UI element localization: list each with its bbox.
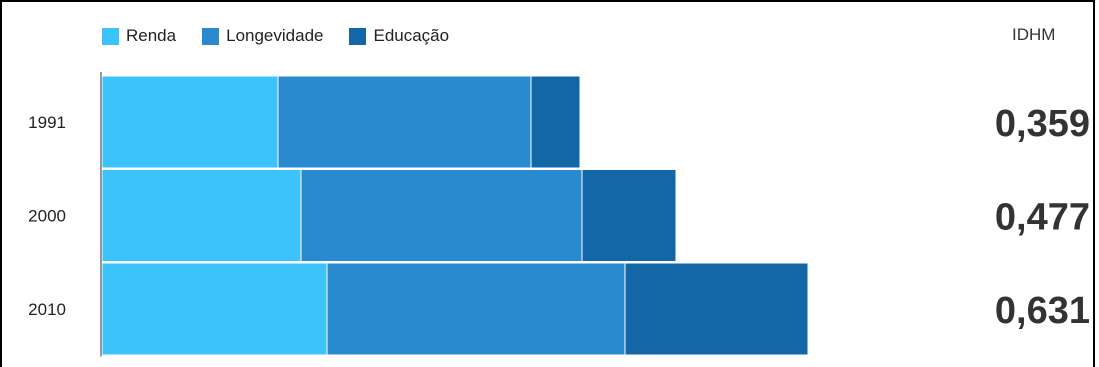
legend-item-renda: Renda bbox=[102, 26, 176, 46]
legend-label-longevidade: Longevidade bbox=[226, 26, 324, 45]
bar-2010-educao bbox=[624, 262, 809, 356]
idhm-value-2010: 0,631 bbox=[995, 290, 1090, 332]
bar-1991-longevidade bbox=[277, 75, 532, 169]
legend-item-educacao: Educação bbox=[349, 26, 449, 46]
bar-2010-longevidade bbox=[326, 262, 626, 356]
bar-2010-renda bbox=[101, 262, 328, 356]
bar-1991-educao bbox=[530, 75, 581, 169]
idhm-value-1991: 0,359 bbox=[995, 103, 1090, 145]
legend-swatch-renda bbox=[102, 27, 119, 45]
legend-swatch-educacao bbox=[349, 27, 367, 45]
legend: Renda Longevidade Educação bbox=[102, 26, 475, 46]
legend-swatch-longevidade bbox=[202, 27, 220, 45]
legend-label-renda: Renda bbox=[126, 26, 177, 45]
y-tick-label-1991: 1991 bbox=[28, 113, 66, 132]
y-tick-label-2000: 2000 bbox=[28, 207, 66, 226]
legend-item-longevidade: Longevidade bbox=[202, 26, 323, 46]
legend-label-educacao: Educação bbox=[373, 26, 450, 45]
bar-2000-longevidade bbox=[300, 169, 583, 262]
bar-1991-renda bbox=[101, 75, 279, 169]
y-tick-label-2010: 2010 bbox=[28, 300, 66, 319]
bar-2000-renda bbox=[101, 169, 302, 262]
idhm-header: IDHM bbox=[1012, 25, 1056, 44]
idhm-value-2000: 0,477 bbox=[995, 197, 1090, 239]
bar-2000-educao bbox=[581, 169, 677, 262]
